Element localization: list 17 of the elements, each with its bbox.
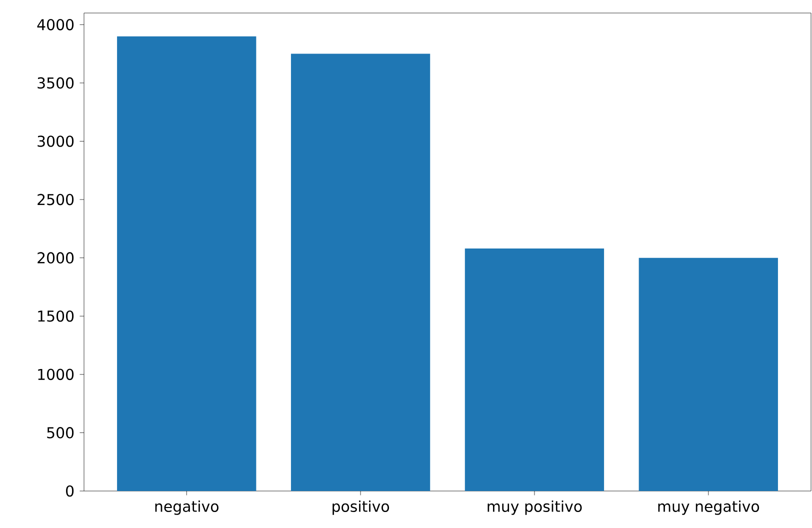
bar [638,258,778,491]
y-tick-label: 3500 [38,77,74,89]
y-tick-label: 1000 [38,368,74,380]
bar [117,36,256,491]
y-tick-label: 1500 [38,310,74,322]
x-tick-label: muy positivo [488,500,582,515]
bar [290,54,430,491]
y-tick-label: 2500 [38,194,74,206]
x-tick-label: positivo [332,500,390,515]
y-tick-label: 500 [47,427,74,438]
bar [464,248,604,491]
y-tick-label: 0 [66,485,74,497]
y-tick-label: 2000 [38,252,74,264]
x-tick-label: muy negativo [658,500,760,515]
y-tick-label: 3000 [38,136,74,147]
y-tick-label: 4000 [37,19,74,30]
x-tick-label: negativo [155,500,218,515]
